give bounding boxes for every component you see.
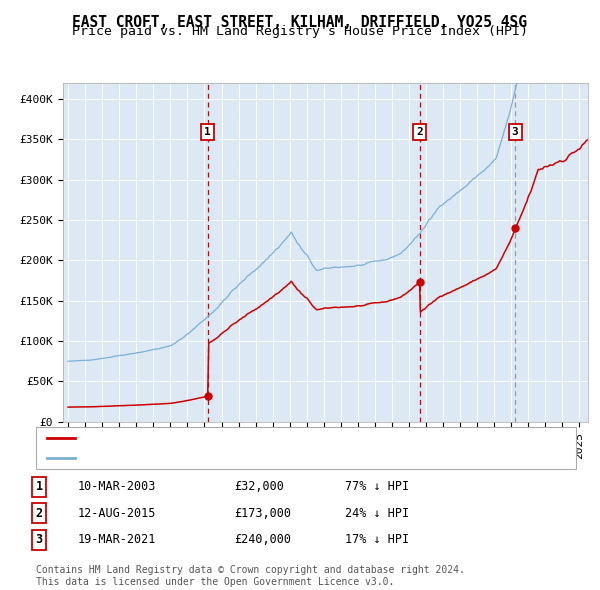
Text: Price paid vs. HM Land Registry's House Price Index (HPI): Price paid vs. HM Land Registry's House … — [72, 25, 528, 38]
Text: 77% ↓ HPI: 77% ↓ HPI — [345, 480, 409, 493]
Text: £32,000: £32,000 — [234, 480, 284, 493]
Text: 3: 3 — [35, 533, 43, 546]
Text: 24% ↓ HPI: 24% ↓ HPI — [345, 507, 409, 520]
Text: 1: 1 — [205, 127, 211, 137]
Text: HPI: Average price, detached house, East Riding of Yorkshire: HPI: Average price, detached house, East… — [82, 453, 487, 463]
Text: 3: 3 — [512, 127, 518, 137]
Text: 10-MAR-2003: 10-MAR-2003 — [78, 480, 157, 493]
Text: £240,000: £240,000 — [234, 533, 291, 546]
Text: 1: 1 — [35, 480, 43, 493]
Text: 2: 2 — [35, 507, 43, 520]
Text: 12-AUG-2015: 12-AUG-2015 — [78, 507, 157, 520]
Text: 17% ↓ HPI: 17% ↓ HPI — [345, 533, 409, 546]
Text: EAST CROFT, EAST STREET, KILHAM, DRIFFIELD, YO25 4SG (detached house): EAST CROFT, EAST STREET, KILHAM, DRIFFIE… — [82, 433, 548, 443]
Text: £173,000: £173,000 — [234, 507, 291, 520]
Text: Contains HM Land Registry data © Crown copyright and database right 2024.
This d: Contains HM Land Registry data © Crown c… — [36, 565, 465, 587]
Text: 2: 2 — [416, 127, 423, 137]
Text: 19-MAR-2021: 19-MAR-2021 — [78, 533, 157, 546]
Text: EAST CROFT, EAST STREET, KILHAM, DRIFFIELD, YO25 4SG: EAST CROFT, EAST STREET, KILHAM, DRIFFIE… — [73, 15, 527, 30]
